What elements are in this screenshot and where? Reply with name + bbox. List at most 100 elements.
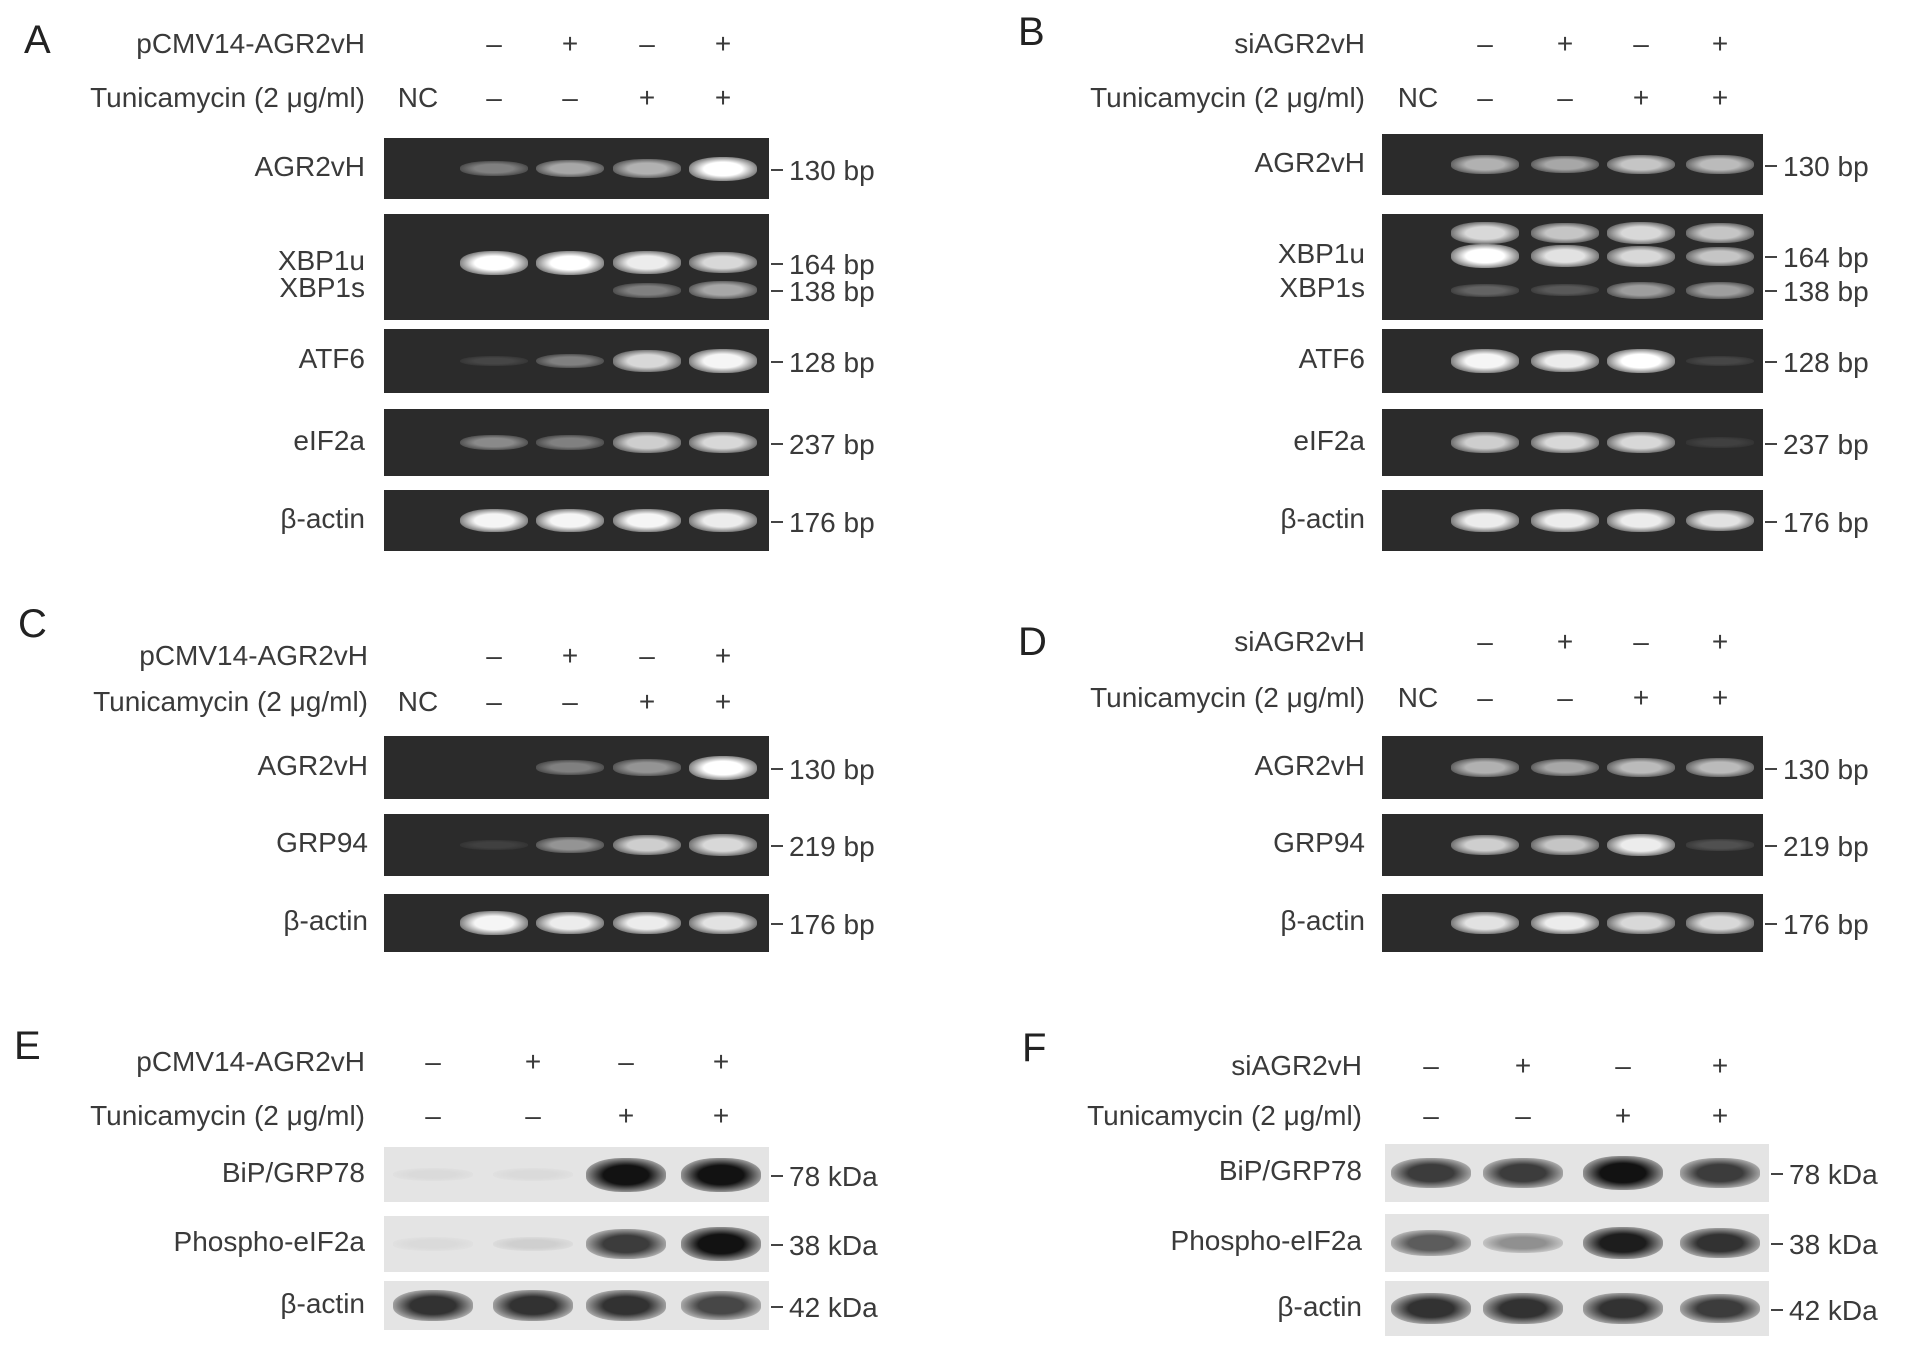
marker-tick	[771, 923, 783, 925]
size-marker: 130 bp	[789, 753, 875, 785]
treatment-sign: +	[561, 640, 579, 671]
band	[1607, 757, 1675, 778]
treatment-sign: –	[1423, 1050, 1439, 1081]
nc-label: NC	[1397, 682, 1439, 713]
band	[1607, 431, 1675, 454]
band	[1583, 1293, 1663, 1324]
western-blot-strip	[384, 1216, 769, 1272]
band	[689, 755, 757, 780]
band	[689, 349, 757, 373]
band	[689, 912, 757, 934]
treatment-sign: –	[1477, 626, 1493, 657]
band	[1483, 1293, 1563, 1324]
band	[1680, 1293, 1760, 1324]
band	[1531, 245, 1599, 268]
size-marker: 128 bp	[789, 347, 875, 378]
agarose-gel-strip	[1382, 134, 1763, 195]
band	[1391, 1229, 1471, 1257]
marker-tick	[771, 845, 783, 847]
band	[460, 434, 528, 451]
band	[1531, 284, 1599, 297]
treatment-label: Tunicamycin (2 μg/ml)	[1090, 682, 1365, 713]
band	[1686, 757, 1754, 778]
band	[460, 161, 528, 176]
treatment-label: Tunicamycin (2 μg/ml)	[1090, 82, 1365, 113]
gene-label: XBP1u	[277, 244, 365, 276]
band	[689, 509, 757, 532]
treatment-sign: –	[1615, 1050, 1631, 1081]
band	[1483, 1158, 1563, 1188]
treatment-label: pCMV14-AGR2vH	[139, 640, 368, 671]
band	[1531, 349, 1599, 373]
treatment-sign: +	[714, 82, 732, 113]
band	[536, 353, 604, 369]
band	[393, 1290, 473, 1321]
band	[1686, 912, 1754, 934]
band	[613, 834, 681, 856]
agarose-gel-strip	[1382, 214, 1763, 320]
treatment-sign: –	[618, 1046, 634, 1077]
size-marker: 237 bp	[789, 428, 875, 460]
treatment-sign: +	[1556, 28, 1574, 59]
treatment-sign: +	[638, 686, 656, 717]
band	[613, 350, 681, 372]
treatment-sign: –	[486, 640, 502, 671]
marker-tick	[771, 290, 783, 293]
band	[1451, 912, 1519, 934]
band	[460, 911, 528, 935]
marker-tick	[1765, 923, 1777, 925]
western-blot-strip	[384, 1147, 769, 1202]
treatment-sign: +	[714, 640, 732, 671]
treatment-sign: +	[1711, 28, 1729, 59]
gene-label: β-actin	[1280, 905, 1365, 936]
gene-label: XBP1u	[1277, 238, 1365, 270]
agarose-gel-strip	[1382, 736, 1763, 799]
gene-label: eIF2a	[293, 424, 365, 456]
band	[613, 911, 681, 935]
band	[1451, 349, 1519, 373]
agarose-gel-strip	[384, 814, 769, 876]
size-marker: 237 bp	[1783, 428, 1869, 460]
treatment-sign: +	[1711, 1100, 1729, 1131]
marker-tick	[771, 767, 783, 770]
treatment-sign: +	[1514, 1050, 1532, 1081]
treatment-sign: +	[638, 82, 656, 113]
agarose-gel-strip	[384, 214, 769, 320]
treatment-label: Tunicamycin (2 μg/ml)	[90, 1100, 365, 1131]
band	[1686, 281, 1754, 299]
band	[1680, 1158, 1760, 1188]
treatment-label: Tunicamycin (2 μg/ml)	[93, 686, 368, 717]
marker-tick	[1765, 442, 1777, 445]
treatment-sign: –	[1633, 28, 1649, 59]
band	[536, 836, 604, 854]
band	[1607, 349, 1675, 373]
treatment-sign: +	[714, 686, 732, 717]
treatment-label: Tunicamycin (2 μg/ml)	[90, 82, 365, 113]
size-marker: 138 bp	[789, 276, 875, 308]
marker-tick	[771, 1174, 783, 1177]
western-blot-strip	[1385, 1281, 1769, 1336]
panel-label: B	[1018, 10, 1045, 54]
marker-tick	[1765, 290, 1777, 293]
nc-label: NC	[1397, 82, 1439, 113]
treatment-label: siAGR2vH	[1234, 28, 1365, 59]
treatment-sign: +	[1711, 626, 1729, 657]
band	[1607, 509, 1675, 532]
band	[586, 1229, 666, 1259]
treatment-sign: +	[1632, 682, 1650, 713]
band	[493, 1167, 573, 1182]
size-marker: 42 kDa	[789, 1291, 878, 1323]
band	[1531, 431, 1599, 454]
gene-label: AGR2vH	[1254, 749, 1365, 781]
marker-tick	[771, 361, 783, 363]
size-marker: 128 bp	[1783, 347, 1869, 378]
marker-tick	[1771, 1308, 1783, 1311]
marker-tick	[1765, 164, 1777, 167]
marker-tick	[771, 520, 783, 523]
treatment-sign: –	[425, 1046, 441, 1077]
band	[613, 282, 681, 298]
band	[586, 1157, 666, 1192]
band	[613, 251, 681, 275]
band	[536, 911, 604, 935]
size-marker: 38 kDa	[789, 1230, 878, 1261]
